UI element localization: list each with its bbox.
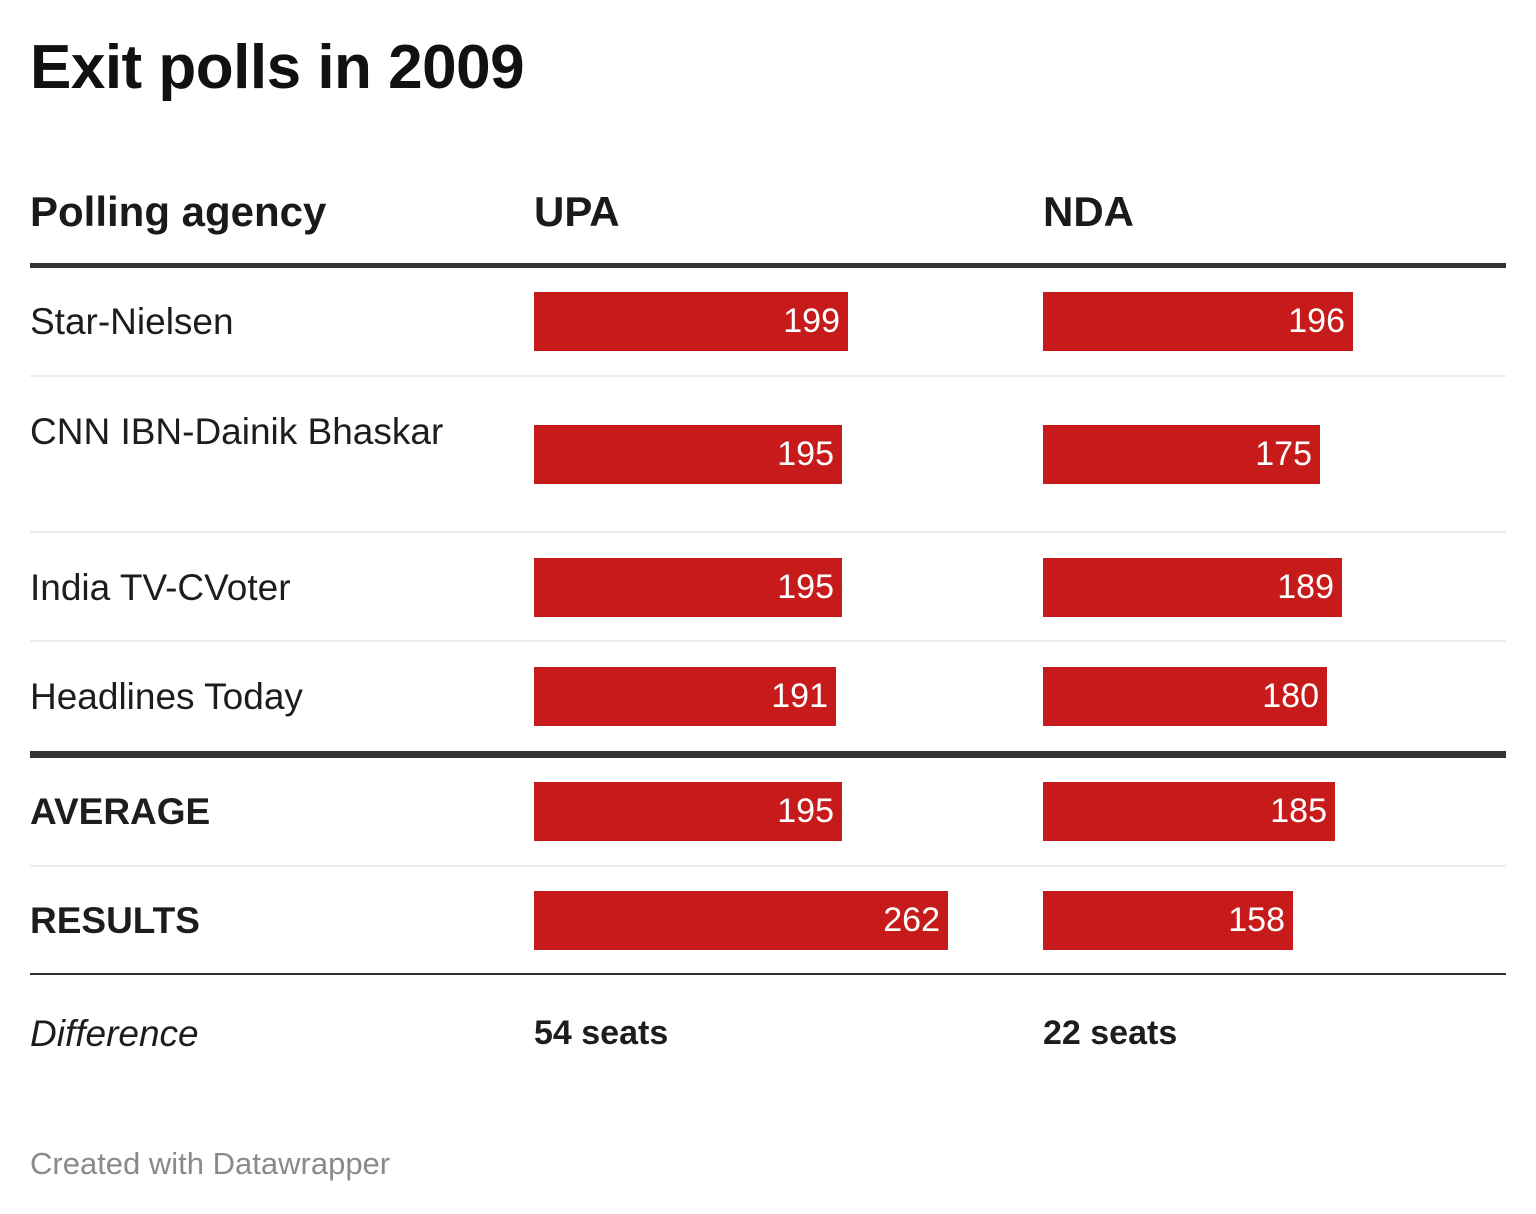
bar-upa-cnn-ibn: 195 xyxy=(534,425,842,484)
bar-label: 262 xyxy=(883,901,940,939)
bar-nda-india-tv: 189 xyxy=(1043,558,1342,617)
bar-nda-average: 185 xyxy=(1043,782,1335,841)
bar-label: 158 xyxy=(1228,901,1285,939)
bar-nda-star-nielsen: 196 xyxy=(1043,292,1353,351)
row-separator xyxy=(30,640,1506,642)
bar-label: 195 xyxy=(777,435,834,473)
bar-nda-results: 158 xyxy=(1043,891,1293,950)
row-separator xyxy=(30,531,1506,533)
bar-upa-average: 195 xyxy=(534,782,842,841)
row-separator xyxy=(30,375,1506,377)
bar-label: 195 xyxy=(777,792,834,830)
row-label-india-tv: India TV-CVoter xyxy=(30,567,291,608)
bar-label: 180 xyxy=(1262,677,1319,715)
difference-upa: 54 seats xyxy=(534,1014,669,1052)
row-label-average: AVERAGE xyxy=(30,791,211,832)
bar-nda-headlines-today: 180 xyxy=(1043,667,1327,726)
bar-upa-results: 262 xyxy=(534,891,948,950)
bar-label: 196 xyxy=(1288,302,1345,340)
chart-title: Exit polls in 2009 xyxy=(30,33,525,102)
row-label-difference: Difference xyxy=(30,1013,199,1054)
footer-credit: Created with Datawrapper xyxy=(30,1146,391,1181)
difference-nda: 22 seats xyxy=(1043,1014,1178,1052)
row-label-headlines-today: Headlines Today xyxy=(30,676,303,717)
row-label-results: RESULTS xyxy=(30,900,200,941)
header-nda: NDA xyxy=(1043,188,1134,235)
header-rule xyxy=(30,263,1506,268)
row-label-cnn-ibn: CNN IBN-Dainik Bhaskar xyxy=(30,411,444,452)
difference-rule xyxy=(30,973,1506,975)
bar-nda-cnn-ibn: 175 xyxy=(1043,425,1320,484)
header-polling-agency: Polling agency xyxy=(30,188,327,235)
bar-label: 195 xyxy=(777,568,834,606)
bar-upa-india-tv: 195 xyxy=(534,558,842,617)
bar-upa-star-nielsen: 199 xyxy=(534,292,848,351)
bar-label: 191 xyxy=(771,677,828,715)
bar-label: 175 xyxy=(1255,435,1312,473)
bar-upa-headlines-today: 191 xyxy=(534,667,836,726)
bar-label: 185 xyxy=(1270,792,1327,830)
row-label-star-nielsen: Star-Nielsen xyxy=(30,301,234,342)
header-upa: UPA xyxy=(534,188,620,235)
bar-label: 189 xyxy=(1277,568,1334,606)
summary-rule xyxy=(30,751,1506,758)
row-separator xyxy=(30,865,1506,867)
bar-label: 199 xyxy=(783,302,840,340)
